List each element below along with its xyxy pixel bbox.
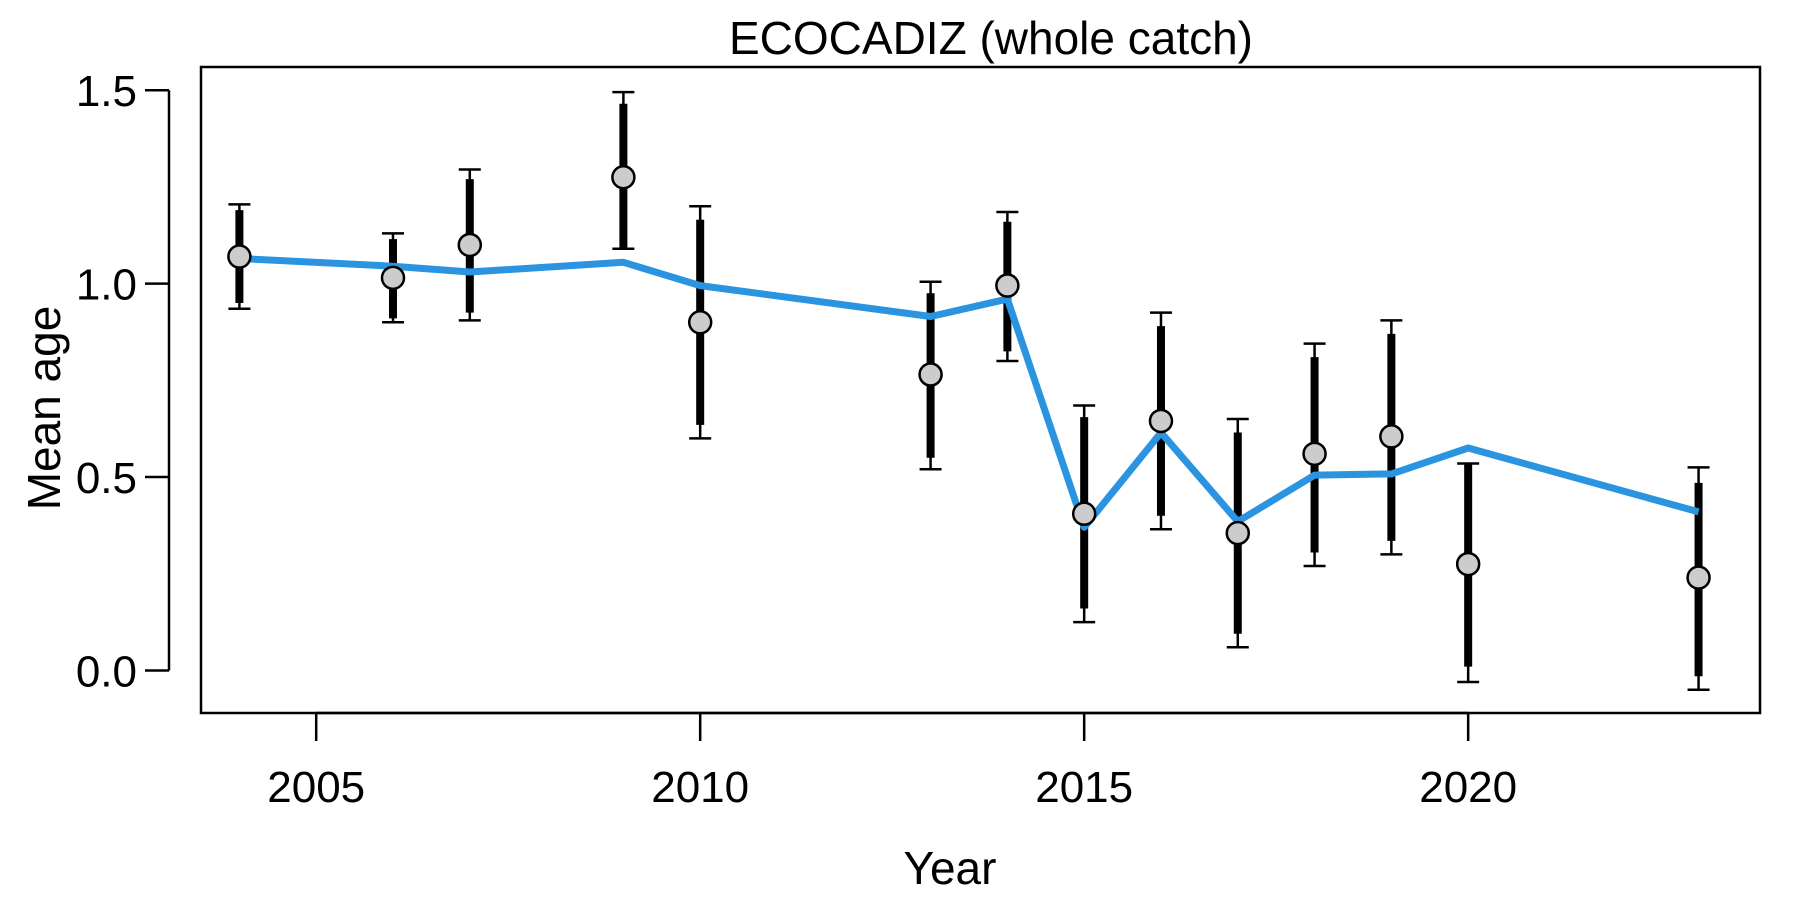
chart-title: ECOCADIZ (whole catch) [729, 12, 1253, 64]
y-tick-label: 0.0 [76, 647, 137, 696]
observed-point [1379, 424, 1404, 449]
observed-point [611, 164, 636, 190]
observed-point [1071, 501, 1097, 527]
x-axis-title: Year [904, 842, 997, 894]
observed-point [380, 265, 406, 291]
x-tick-label: 2010 [651, 763, 749, 812]
error-bars [228, 90, 1710, 692]
y-axis: 0.0 0.5 1.0 1.5 [76, 67, 171, 696]
x-tick-label: 2015 [1035, 763, 1133, 812]
observed-point [1148, 408, 1174, 434]
observed-point [1686, 565, 1711, 590]
plot-frame [199, 65, 1762, 715]
fitted-series [239, 255, 1700, 531]
observed-point [227, 244, 252, 269]
observed-point [1302, 441, 1327, 467]
x-tick-label: 2005 [267, 763, 365, 812]
observed-point [1455, 551, 1481, 577]
x-tick-label: 2020 [1419, 763, 1517, 812]
observed-point [457, 232, 483, 258]
observed-point [1225, 520, 1251, 546]
observed-point [918, 362, 943, 387]
x-axis: 2005 2010 2015 2020 [267, 711, 1517, 812]
fitted-line [239, 255, 1700, 531]
y-tick-label: 0.5 [76, 454, 137, 503]
observed-point [687, 310, 713, 335]
y-tick-label: 1.0 [76, 261, 137, 310]
y-tick-label: 1.5 [76, 67, 137, 116]
observed-points [227, 164, 1711, 590]
observed-point [995, 273, 1020, 298]
y-axis-title: Mean age [18, 306, 70, 511]
